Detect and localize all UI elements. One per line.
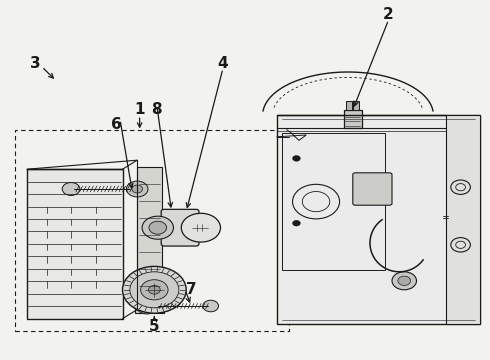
Bar [15, 130, 289, 331]
Circle shape [149, 221, 167, 234]
FancyBboxPatch shape [353, 173, 392, 205]
Bar [137, 167, 162, 302]
Bar [282, 133, 385, 270]
Text: 2: 2 [383, 7, 394, 22]
Circle shape [203, 300, 219, 312]
Circle shape [62, 183, 80, 195]
Circle shape [130, 272, 179, 308]
Circle shape [181, 213, 221, 242]
Bar [135, 295, 164, 313]
Bar [353, 101, 359, 110]
Circle shape [126, 181, 148, 197]
Circle shape [141, 280, 168, 300]
Circle shape [132, 185, 143, 193]
Bar [344, 110, 362, 128]
Circle shape [392, 272, 416, 290]
FancyBboxPatch shape [161, 209, 199, 246]
Circle shape [293, 220, 300, 226]
Bar [346, 101, 352, 110]
Text: 6: 6 [111, 117, 122, 132]
Text: 8: 8 [151, 102, 162, 117]
Circle shape [136, 298, 158, 314]
Bar [446, 115, 480, 324]
Bar [27, 169, 122, 319]
Text: 3: 3 [30, 55, 41, 71]
Text: 1: 1 [134, 102, 145, 117]
Circle shape [398, 276, 411, 285]
Text: 7: 7 [186, 282, 196, 297]
Text: 5: 5 [149, 319, 160, 334]
Circle shape [148, 285, 160, 294]
Circle shape [122, 266, 186, 313]
Circle shape [142, 302, 152, 310]
Circle shape [142, 216, 173, 239]
Circle shape [293, 156, 300, 161]
Text: 4: 4 [218, 55, 228, 71]
Bar [277, 115, 480, 324]
